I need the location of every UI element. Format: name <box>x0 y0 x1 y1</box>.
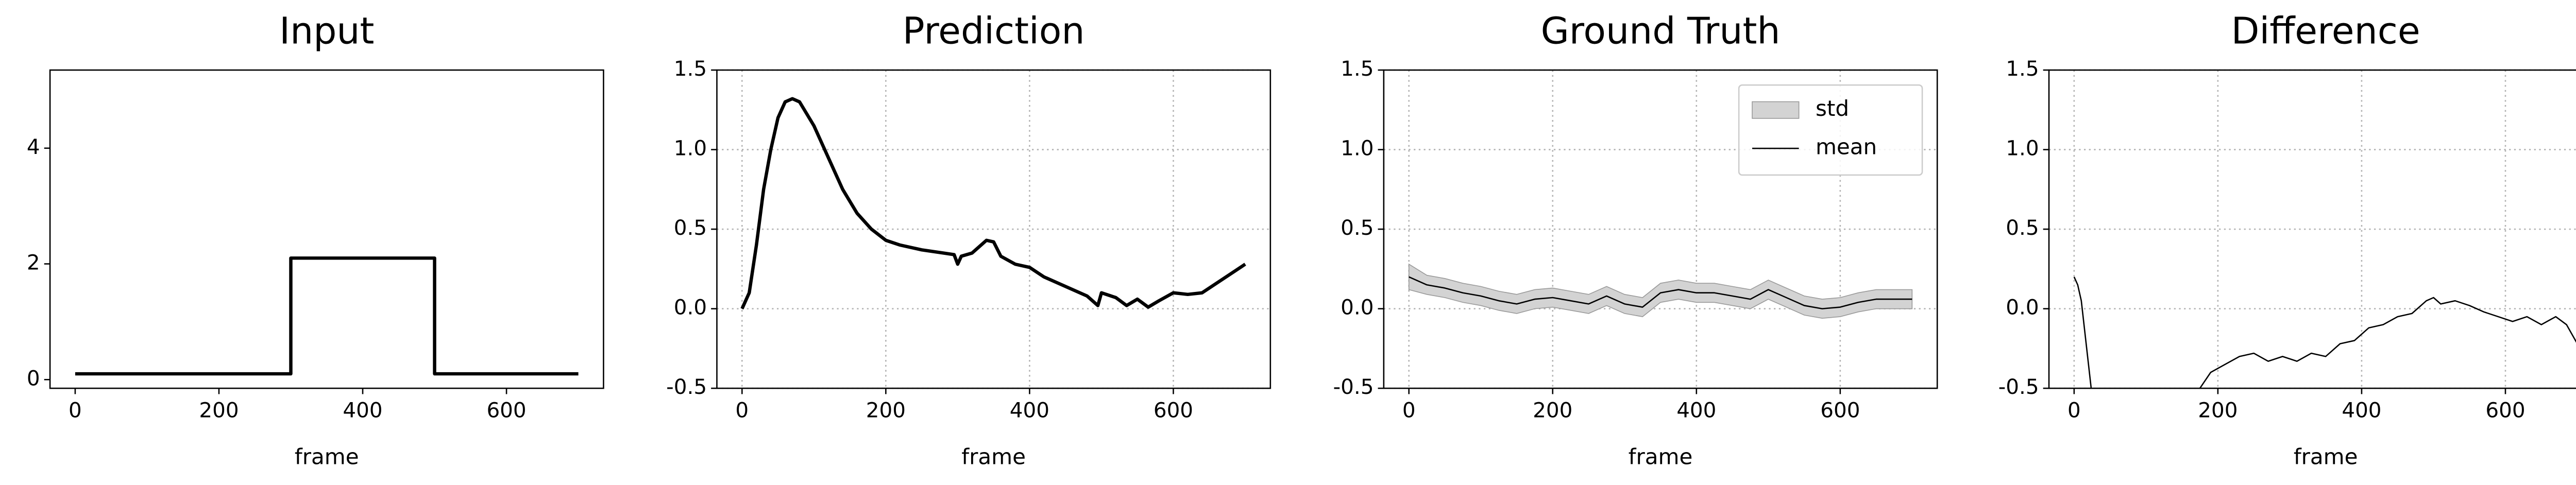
x-axis-label: frame <box>295 444 359 470</box>
x-tick-label: 200 <box>2198 397 2238 422</box>
x-tick-label: 400 <box>1010 397 1049 422</box>
x-tick-label: 200 <box>1533 397 1572 422</box>
legend-label: std <box>1816 96 1849 121</box>
x-tick-label: 600 <box>2485 397 2525 422</box>
x-tick-label: 600 <box>1820 397 1860 422</box>
y-tick-label: -0.5 <box>1333 374 1374 399</box>
panel-title: Ground Truth <box>1541 9 1781 52</box>
data-line <box>740 97 1246 309</box>
y-tick-label: -0.5 <box>1998 374 2039 399</box>
x-axis-label: frame <box>961 444 1026 470</box>
y-tick-label: 1.5 <box>674 56 707 81</box>
y-tick-label: 1.0 <box>674 136 707 161</box>
y-tick-label: 0.0 <box>674 295 707 320</box>
x-axis-label: frame <box>2294 444 2358 470</box>
y-tick-label: 1.5 <box>1341 56 1374 81</box>
x-tick-label: 400 <box>2342 397 2381 422</box>
y-tick-label: 1.5 <box>2006 56 2039 81</box>
x-tick-label: 0 <box>69 397 82 422</box>
panel: Input frame 0 200 400 600 0 2 4 <box>27 9 604 470</box>
std-band <box>1408 263 1913 319</box>
y-tick-label: 1.0 <box>1341 136 1374 161</box>
x-tick-label: 0 <box>1402 397 1416 422</box>
x-tick-label: 200 <box>199 397 239 422</box>
y-tick-label: 1.0 <box>2006 136 2039 161</box>
y-tick-label: 0.0 <box>1341 295 1374 320</box>
panel-title: Prediction <box>903 9 1085 52</box>
y-tick-label: 0.5 <box>674 215 707 240</box>
axes-frame <box>2048 69 2576 389</box>
x-tick-label: 400 <box>343 397 382 422</box>
plot-area <box>740 97 1246 309</box>
y-tick-label: 2 <box>27 250 40 275</box>
y-tick-label: 0.5 <box>2006 215 2039 240</box>
data-line <box>75 256 579 376</box>
y-tick-label: 4 <box>27 134 40 159</box>
panel: Prediction frame 0 200 400 600 -0.5 0.0 0.5 1.0 1.… <box>666 9 1272 470</box>
x-tick-label: 400 <box>1676 397 1716 422</box>
data-line <box>1409 276 1912 309</box>
x-tick-label: 600 <box>486 397 526 422</box>
axes-frame <box>716 69 1272 389</box>
panel-title: Difference <box>2231 9 2420 52</box>
legend-label: mean <box>1816 134 1877 160</box>
plot-area <box>1408 263 1913 319</box>
y-tick-label: 0.0 <box>2006 295 2039 320</box>
plot-area <box>75 256 579 376</box>
x-tick-label: 200 <box>866 397 906 422</box>
y-tick-label: 0.5 <box>1341 215 1374 240</box>
x-tick-label: 600 <box>1154 397 1193 422</box>
x-axis-label: frame <box>1629 444 1693 470</box>
y-tick-label: -0.5 <box>666 374 707 399</box>
axes-frame <box>49 69 604 389</box>
panel-title: Input <box>279 9 374 52</box>
data-line <box>2073 276 2576 389</box>
panel: Difference frame 0 200 400 600 -0.5 0.0 0.5 1.0 1.… <box>1998 9 2576 470</box>
x-tick-label: 0 <box>735 397 749 422</box>
plot-area <box>2073 276 2576 389</box>
x-tick-label: 0 <box>2067 397 2081 422</box>
legend-swatch <box>1752 101 1800 119</box>
axes-frame <box>1383 69 1938 389</box>
y-tick-label: 0 <box>27 366 40 390</box>
panel: Ground Truth frame 0 200 400 600 -0.5 0.0 0.5 1.0… <box>1333 9 1938 470</box>
